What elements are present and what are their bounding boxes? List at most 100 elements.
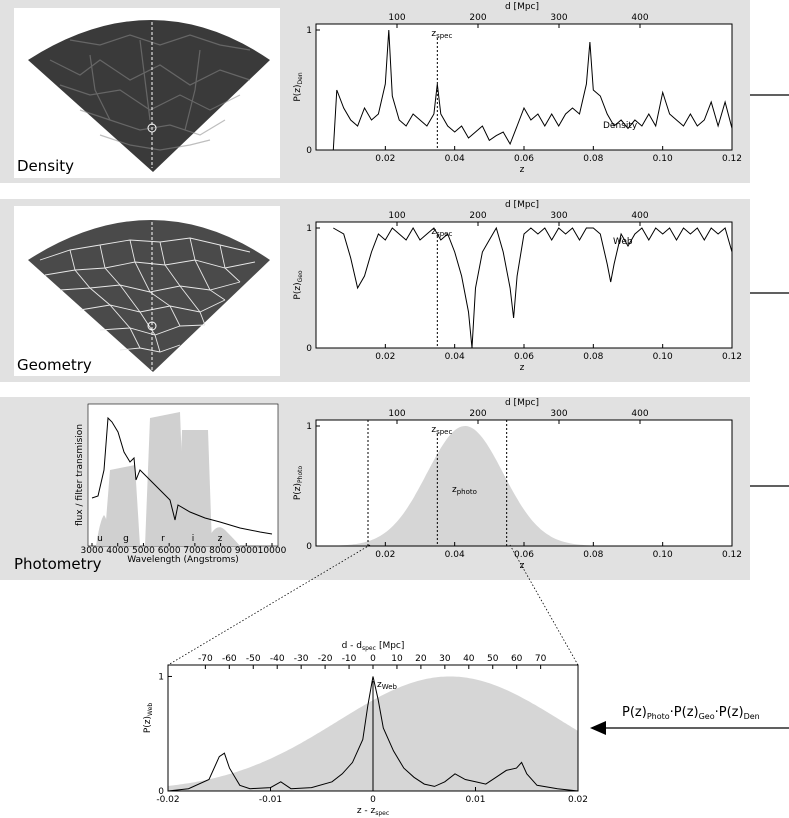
density-filaments: [49, 34, 251, 151]
plot-area: [316, 24, 732, 150]
zoom-top-tick-label: 30: [439, 654, 451, 664]
y-tick-label: 0: [306, 344, 312, 354]
filter-label-i: i: [192, 534, 195, 544]
x-axis-label: z: [520, 561, 525, 571]
x-tick-label: 0.08: [583, 154, 603, 164]
x-tick-label: 0.04: [445, 352, 465, 362]
zoom-top-tick-label: 50: [487, 654, 499, 664]
curve-label: zphoto: [452, 485, 477, 496]
density-plot: zspec 0.02 0.04 0.06 0.08 0.10 0.12 z 100 200 300 4…: [293, 2, 742, 175]
zoom-y-tick-label: 1: [158, 672, 164, 682]
pdf-curve: [333, 226, 733, 349]
x-tick-label: 0.06: [514, 550, 534, 560]
zoom-top-tick-label: 0: [370, 654, 376, 664]
top-tick-label: 400: [631, 409, 648, 419]
top-tick-label: 200: [469, 211, 486, 221]
top-axis-label: d [Mpc]: [505, 398, 539, 408]
y-tick-label: 1: [306, 26, 312, 36]
filter-i: [178, 430, 212, 546]
y-tick-label: 0: [306, 542, 312, 552]
filter-label-r: r: [161, 534, 165, 544]
zoom-top-tick-label: -20: [318, 654, 333, 664]
zoom-x-tick-label: 0.02: [568, 795, 588, 805]
photometry-plot: zspec 0.02 0.04 0.06 0.08 0.10 0.12 z 100 200 300 4…: [293, 398, 742, 571]
filter-r: [145, 412, 185, 546]
zoom-x-tick-label: -0.02: [156, 795, 179, 805]
geometry-wedge: [28, 220, 270, 372]
zoom-top-tick-label: 70: [535, 654, 547, 664]
filter-label-z: z: [218, 534, 223, 544]
x-tick-label: 0.02: [375, 352, 395, 362]
x-tick-label: 0.06: [514, 154, 534, 164]
top-axis-label: d [Mpc]: [505, 200, 539, 210]
inset-x-tick-label: 7000: [183, 546, 206, 556]
filter-label-u: u: [97, 534, 103, 544]
inset-x-tick-label: 3000: [81, 546, 104, 556]
zoom-plot: zWeb -0.02 -0.01 0 0.01 0.02 z - zspec -70 -60 -5…: [143, 641, 588, 817]
y-tick-label: 1: [306, 422, 312, 432]
zoom-top-tick-label: 20: [415, 654, 427, 664]
zspec-label: zspec: [431, 227, 452, 238]
connector-main: [604, 94, 789, 729]
geometry-web: [39, 237, 256, 353]
plot-area: [316, 222, 732, 348]
zoom-web-curve: [167, 676, 579, 792]
geometry-plot: zspec 0.02 0.04 0.06 0.08 0.10 0.12 z 100 200 300 4…: [293, 200, 742, 373]
x-tick-label: 0.12: [722, 154, 742, 164]
inset-x-tick-label: 5000: [132, 546, 155, 556]
density-wedge: [28, 20, 270, 172]
zoom-top-tick-label: -30: [294, 654, 309, 664]
x-tick-label: 0.08: [583, 352, 603, 362]
filter-curves: [96, 412, 240, 546]
top-tick-label: 200: [469, 409, 486, 419]
spectrum-ylabel: flux / filter transmision: [75, 424, 85, 526]
zoom-top-tick-label: -40: [270, 654, 285, 664]
x-axis-label: z: [520, 363, 525, 373]
top-tick-label: 300: [550, 409, 567, 419]
top-tick-label: 200: [469, 13, 486, 23]
x-tick-label: 0.10: [653, 352, 673, 362]
y-axis-label: P(z)Geo: [293, 270, 304, 300]
zoom-x-tick-label: 0: [370, 795, 376, 805]
zoom-x-tick-label: -0.01: [259, 795, 282, 805]
inset-x-tick-label: 10000: [258, 546, 287, 556]
top-tick-label: 300: [550, 13, 567, 23]
top-axis-label: d [Mpc]: [505, 2, 539, 12]
zoom-top-tick-label: -50: [246, 654, 261, 664]
top-tick-label: 100: [388, 409, 405, 419]
geometry-row-label: Geometry: [17, 356, 92, 374]
zoom-connector-left: [167, 544, 371, 666]
spectrum-inset-axis: 3000 4000 5000 6000 7000 8000 9000 10000: [81, 543, 287, 556]
top-tick-label: 100: [388, 13, 405, 23]
photometry-row: 3000 4000 5000 6000 7000 8000 9000 10000 flux /…: [0, 397, 750, 580]
spectrum-xlabel: Wavelength (Angstroms): [127, 555, 239, 565]
y-axis-label: P(z)Den: [293, 72, 304, 101]
x-tick-label: 0.02: [375, 550, 395, 560]
filter-g: [104, 465, 140, 546]
curve-label: Web: [613, 237, 633, 247]
curve-label: Density: [603, 121, 638, 131]
zoom-top-axis-label: d - dspec [Mpc]: [342, 641, 405, 652]
top-tick-label: 400: [631, 211, 648, 221]
density-row-label: Density: [17, 157, 74, 175]
y-tick-label: 0: [306, 146, 312, 156]
top-tick-label: 100: [388, 211, 405, 221]
x-tick-label: 0.06: [514, 352, 534, 362]
photo-pdf-area: [316, 426, 732, 546]
zspec-label: zspec: [431, 29, 452, 40]
filter-label-g: g: [123, 534, 129, 544]
zweb-label: zWeb: [377, 680, 398, 691]
x-tick-label: 0.12: [722, 352, 742, 362]
filter-z: [205, 527, 240, 546]
top-tick-label: 300: [550, 211, 567, 221]
spectrum-curve: [91, 416, 273, 535]
inset-x-tick-label: 6000: [158, 546, 181, 556]
inset-x-tick-label: 4000: [106, 546, 129, 556]
pdf-curve: [332, 29, 733, 151]
zoom-y-axis-label: P(z)Web: [143, 703, 154, 733]
x-tick-label: 0.10: [653, 154, 673, 164]
connector-arrowhead: [590, 721, 606, 735]
zoom-top-tick-label: 10: [391, 654, 403, 664]
